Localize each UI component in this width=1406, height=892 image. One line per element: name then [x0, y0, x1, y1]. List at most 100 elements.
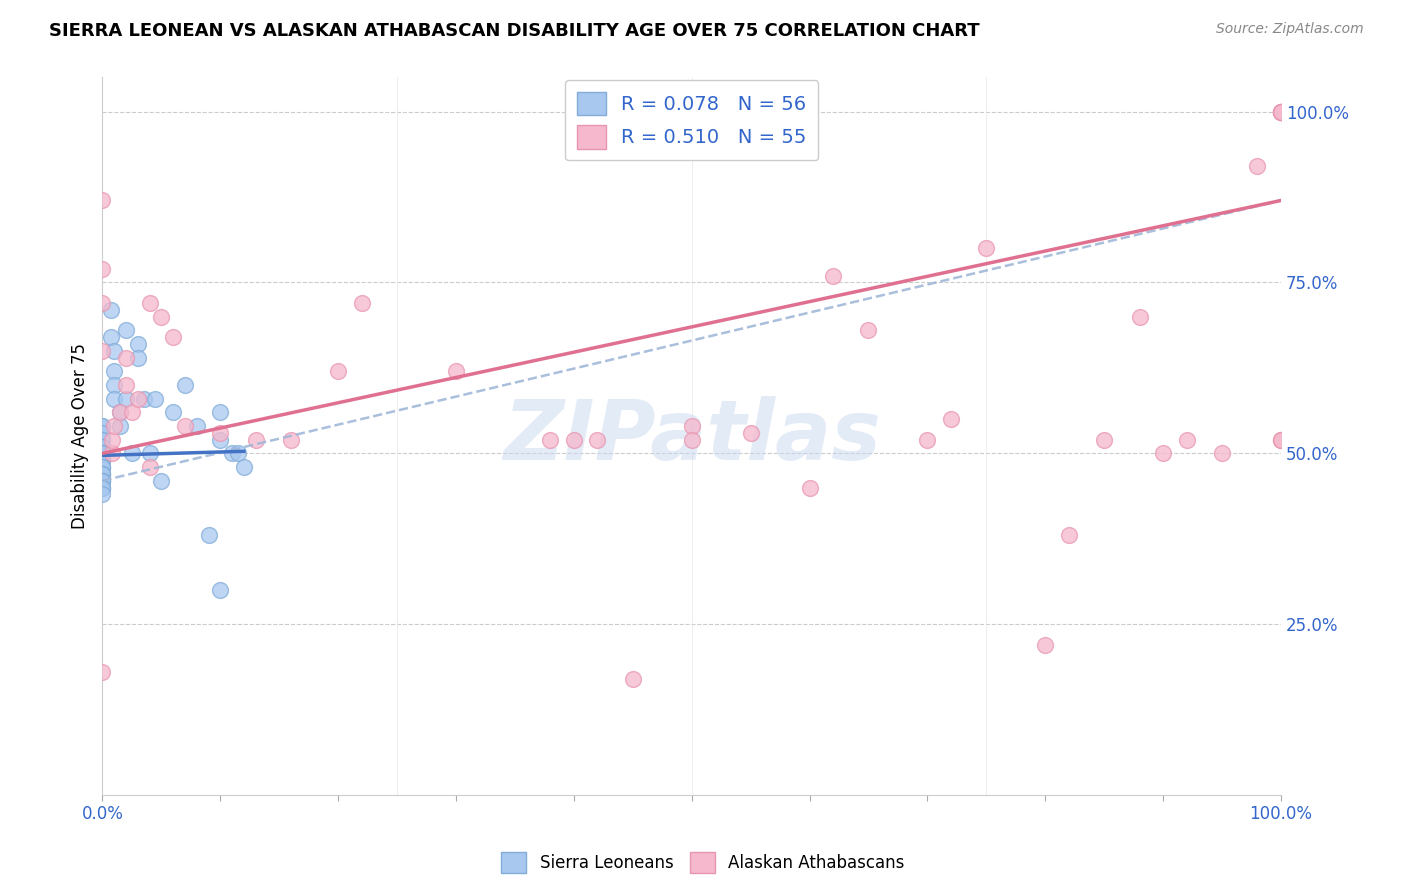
- Point: [162, 330, 184, 344]
- Point: [1270, 104, 1292, 119]
- Point: [681, 419, 703, 434]
- Text: SIERRA LEONEAN VS ALASKAN ATHABASCAN DISABILITY AGE OVER 75 CORRELATION CHART: SIERRA LEONEAN VS ALASKAN ATHABASCAN DIS…: [49, 22, 980, 40]
- Point: [108, 405, 131, 419]
- Point: [91, 467, 114, 481]
- Point: [174, 419, 197, 434]
- Point: [150, 310, 173, 324]
- Point: [100, 302, 122, 317]
- Point: [132, 392, 155, 406]
- Point: [121, 446, 143, 460]
- Point: [91, 194, 114, 208]
- Point: [91, 433, 114, 447]
- Point: [91, 460, 114, 475]
- Point: [326, 364, 349, 378]
- Point: [91, 474, 114, 488]
- Point: [1270, 104, 1292, 119]
- Point: [562, 433, 585, 447]
- Point: [91, 481, 114, 495]
- Point: [1270, 104, 1292, 119]
- Point: [209, 425, 232, 440]
- Point: [91, 487, 114, 501]
- Point: [209, 582, 232, 597]
- Point: [1175, 433, 1198, 447]
- Point: [101, 446, 124, 460]
- Point: [138, 460, 160, 475]
- Point: [91, 665, 114, 679]
- Point: [1092, 433, 1115, 447]
- Legend: R = 0.078   N = 56, R = 0.510   N = 55: R = 0.078 N = 56, R = 0.510 N = 55: [565, 80, 818, 161]
- Point: [91, 446, 114, 460]
- Point: [1270, 433, 1292, 447]
- Point: [939, 412, 962, 426]
- Point: [100, 330, 122, 344]
- Point: [91, 453, 114, 467]
- Point: [174, 378, 197, 392]
- Point: [91, 446, 114, 460]
- Point: [115, 351, 138, 365]
- Point: [108, 419, 131, 434]
- Point: [1246, 159, 1268, 173]
- Point: [1270, 104, 1292, 119]
- Point: [108, 405, 131, 419]
- Point: [823, 268, 845, 283]
- Point: [103, 364, 125, 378]
- Y-axis label: Disability Age Over 75: Disability Age Over 75: [72, 343, 89, 529]
- Point: [538, 433, 561, 447]
- Point: [91, 460, 114, 475]
- Point: [91, 481, 114, 495]
- Point: [1270, 433, 1292, 447]
- Point: [91, 419, 114, 434]
- Point: [91, 440, 114, 454]
- Point: [91, 453, 114, 467]
- Point: [138, 296, 160, 310]
- Point: [91, 419, 114, 434]
- Point: [799, 481, 821, 495]
- Point: [1128, 310, 1150, 324]
- Point: [127, 392, 149, 406]
- Point: [103, 392, 125, 406]
- Point: [1152, 446, 1174, 460]
- Point: [1270, 104, 1292, 119]
- Point: [103, 378, 125, 392]
- Point: [221, 446, 243, 460]
- Point: [444, 364, 467, 378]
- Point: [1270, 104, 1292, 119]
- Point: [1270, 104, 1292, 119]
- Point: [91, 343, 114, 358]
- Point: [350, 296, 373, 310]
- Point: [103, 419, 125, 434]
- Point: [91, 474, 114, 488]
- Point: [209, 433, 232, 447]
- Point: [91, 440, 114, 454]
- Point: [91, 453, 114, 467]
- Text: ZIPatlas: ZIPatlas: [503, 396, 880, 476]
- Point: [150, 474, 173, 488]
- Point: [145, 392, 167, 406]
- Point: [121, 405, 143, 419]
- Point: [209, 405, 232, 419]
- Point: [91, 425, 114, 440]
- Point: [858, 323, 880, 337]
- Point: [91, 474, 114, 488]
- Point: [245, 433, 267, 447]
- Point: [621, 672, 644, 686]
- Point: [1033, 638, 1056, 652]
- Point: [127, 337, 149, 351]
- Point: [91, 446, 114, 460]
- Point: [91, 467, 114, 481]
- Point: [103, 343, 125, 358]
- Point: [280, 433, 302, 447]
- Point: [91, 261, 114, 276]
- Point: [115, 392, 138, 406]
- Point: [91, 296, 114, 310]
- Point: [186, 419, 208, 434]
- Point: [1057, 528, 1080, 542]
- Point: [976, 241, 998, 255]
- Point: [740, 425, 762, 440]
- Text: Source: ZipAtlas.com: Source: ZipAtlas.com: [1216, 22, 1364, 37]
- Point: [138, 446, 160, 460]
- Point: [91, 460, 114, 475]
- Point: [586, 433, 609, 447]
- Point: [91, 433, 114, 447]
- Legend: Sierra Leoneans, Alaskan Athabascans: Sierra Leoneans, Alaskan Athabascans: [495, 846, 911, 880]
